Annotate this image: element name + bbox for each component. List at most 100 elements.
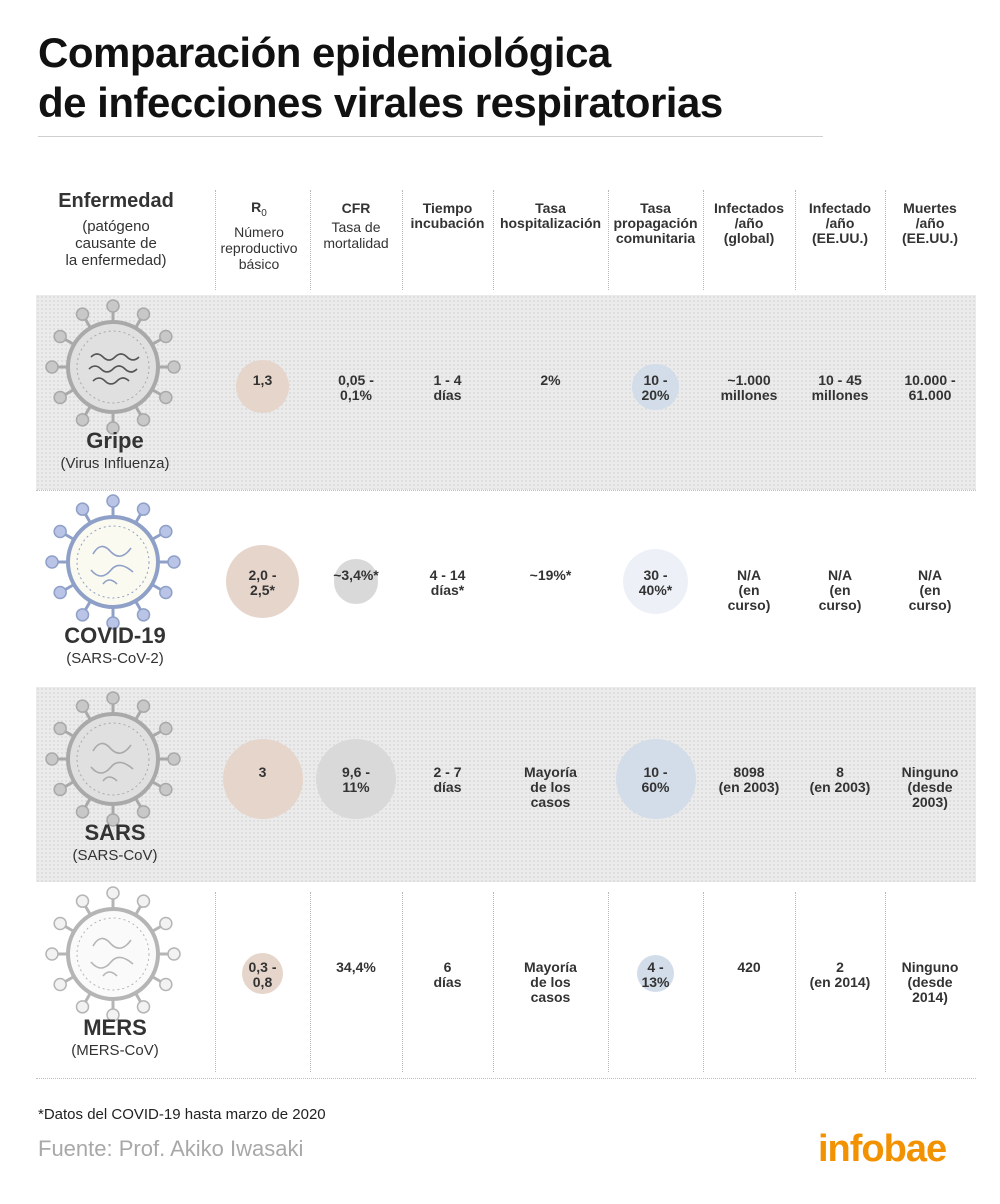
cell-cfr-mers: 34,4% <box>336 959 376 975</box>
disease-name-covid-19: COVID-19 <box>64 623 166 648</box>
cell-deaths-us-sars: Ninguno (desde 2003) <box>901 764 959 810</box>
cell-incubation-gripe: 1 - 4 días <box>433 372 462 403</box>
cell-infected-global-gripe: ~1.000 millones <box>720 372 778 403</box>
column-separator <box>608 892 609 1072</box>
spread-bubble-gripe <box>632 363 679 410</box>
header-infected-us-title: Infectado /año (EE.UU.) <box>808 200 872 246</box>
title-line-2: de infecciones virales respiratorias <box>38 79 723 126</box>
cell-infected-us-sars: 8 (en 2003) <box>809 764 871 795</box>
pathogen-name-sars: (SARS-CoV) <box>72 847 158 864</box>
disease-name-mers: MERS <box>83 1015 147 1040</box>
spread-bubble-covid-19 <box>622 548 689 615</box>
header-infected-us: Infectado /año (EE.UU.) <box>795 201 885 246</box>
column-separator <box>885 892 886 1072</box>
header-cfr: CFR Tasa de mortalidad <box>310 200 402 252</box>
column-separator <box>402 190 403 290</box>
header-deaths-us-title: Muertes /año (EE.UU.) <box>902 200 958 246</box>
cell-deaths-us-covid-19: N/A (en curso) <box>908 567 952 613</box>
column-separator <box>215 892 216 1072</box>
row-divider <box>36 1078 976 1079</box>
header-r0-title: R0 <box>251 199 267 219</box>
cell-r0-mers: 0,3 - 0,8 <box>248 959 277 990</box>
infobae-logo: infobae <box>818 1128 947 1170</box>
cell-hospitalization-sars: Mayoría de los casos <box>524 764 577 810</box>
source-credit: Fuente: Prof. Akiko Iwasaki <box>38 1136 304 1161</box>
column-separator <box>795 892 796 1072</box>
column-separator <box>885 190 886 290</box>
header-incubation-title: Tiempo incubación <box>410 200 485 231</box>
cfr-bubble-covid-19 <box>333 559 379 604</box>
column-separator <box>310 892 311 1072</box>
cell-infected-global-covid-19: N/A (en curso) <box>727 567 771 613</box>
pathogen-name-covid-19: (SARS-CoV-2) <box>66 650 164 667</box>
header-hospitalization: Tasa hospitalización <box>490 201 611 231</box>
r0-bubble-sars <box>222 738 303 819</box>
cfr-bubble-sars <box>316 738 396 819</box>
r0-bubble-gripe <box>236 360 289 413</box>
header-disease-title: Enfermedad <box>58 190 174 212</box>
header-cfr-subtitle: Tasa de mortalidad <box>323 219 389 251</box>
cell-infected-global-mers: 420 <box>737 959 761 975</box>
cell-hospitalization-mers: Mayoría de los casos <box>524 959 577 1005</box>
header-infected-global: Infectados /año (global) <box>703 201 795 246</box>
virus-illustration-icon <box>45 299 181 435</box>
virus-illustration-icon <box>45 691 181 827</box>
header-infected-global-title: Infectados /año (global) <box>713 200 784 246</box>
virus-illustration-icon <box>45 494 181 630</box>
cell-infected-us-mers: 2 (en 2014) <box>809 959 871 990</box>
column-separator <box>493 892 494 1072</box>
header-spread-title: Tasa propagación comunitaria <box>613 200 698 246</box>
header-incubation: Tiempo incubación <box>402 201 493 231</box>
spread-bubble-sars <box>615 738 696 819</box>
disease-name-gripe: Gripe <box>86 428 144 453</box>
cell-spread-covid-19: 30 - 40%* <box>638 567 673 598</box>
page-title: Comparación epidemiológica de infeccione… <box>38 28 723 128</box>
row-background-gripe <box>36 295 976 490</box>
spread-bubble-mers <box>636 955 675 993</box>
cell-hospitalization-covid-19: ~19%* <box>529 567 572 583</box>
virus-illustration-icon <box>45 886 181 1022</box>
header-r0-subtitle: Número reproductivo básico <box>220 223 298 272</box>
header-r0: R0 Número reproductivo básico <box>203 200 315 272</box>
cell-incubation-sars: 2 - 7 días <box>433 764 462 795</box>
column-separator <box>608 190 609 290</box>
cell-deaths-us-mers: Ninguno (desde 2014) <box>901 959 959 1005</box>
column-separator <box>215 190 216 290</box>
pathogen-name-gripe: (Virus Influenza) <box>60 455 170 472</box>
cell-infected-us-covid-19: N/A (en curso) <box>818 567 862 613</box>
title-rule <box>38 136 823 137</box>
header-deaths-us: Muertes /año (EE.UU.) <box>885 201 975 246</box>
footnote: *Datos del COVID-19 hasta marzo de 2020 <box>38 1106 326 1123</box>
cell-spread-gripe: 10 - 20% <box>641 372 670 403</box>
cell-incubation-covid-19: 4 - 14 días* <box>429 567 466 598</box>
column-separator <box>402 892 403 1072</box>
cell-cfr-gripe: 0,05 - 0,1% <box>338 372 374 403</box>
header-hospitalization-title: Tasa hospitalización <box>499 200 602 231</box>
cell-r0-covid-19: 2,0 - 2,5* <box>248 567 277 598</box>
cell-infected-global-sars: 8098 (en 2003) <box>718 764 780 795</box>
column-separator <box>795 190 796 290</box>
disease-name-sars: SARS <box>84 820 146 845</box>
cell-cfr-sars: 9,6 - 11% <box>341 764 370 795</box>
cell-hospitalization-gripe: 2% <box>540 372 561 388</box>
header-spread: Tasa propagación comunitaria <box>608 201 703 246</box>
cell-cfr-covid-19: ~3,4%* <box>333 567 379 583</box>
row-divider <box>36 490 976 491</box>
title-line-1: Comparación epidemiológica <box>38 29 611 76</box>
row-background-sars <box>36 687 976 882</box>
cell-incubation-mers: 6 días <box>433 959 462 990</box>
header-disease: Enfermedad (patógeno causante de la enfe… <box>36 190 196 269</box>
cell-deaths-us-gripe: 10.000 - 61.000 <box>904 372 956 403</box>
column-separator <box>493 190 494 290</box>
r0-bubble-covid-19 <box>225 545 299 619</box>
r0-bubble-mers <box>241 952 284 995</box>
header-disease-subtitle: (patógeno causante de la enfermedad) <box>65 218 167 269</box>
column-separator <box>310 190 311 290</box>
cell-r0-sars: 3 <box>258 764 267 780</box>
column-separator <box>703 190 704 290</box>
pathogen-name-mers: (MERS-CoV) <box>71 1042 159 1059</box>
column-separator <box>703 892 704 1072</box>
header-cfr-title: CFR <box>341 200 371 216</box>
cell-spread-mers: 4 - 13% <box>641 959 670 990</box>
cell-infected-us-gripe: 10 - 45 millones <box>811 372 869 403</box>
